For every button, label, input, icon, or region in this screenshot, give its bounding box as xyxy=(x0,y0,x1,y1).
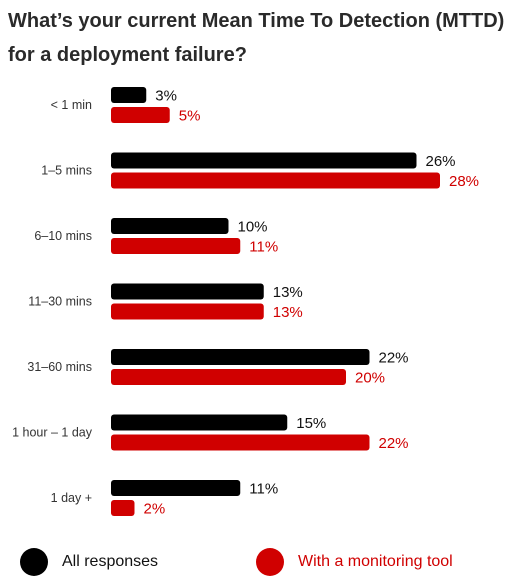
legend-item-all-responses: All responses xyxy=(20,545,158,579)
category-label-1-min: < 1 min xyxy=(51,98,92,112)
value-label-all-responses-1-day: 11% xyxy=(249,481,278,498)
value-label-all-responses-1-hour-1-day: 15% xyxy=(296,415,326,432)
legend-label-all-responses: All responses xyxy=(62,553,159,570)
bar-with-a-monitoring-tool-31-60-mins xyxy=(111,369,346,385)
bar-all-responses-1-5-mins xyxy=(111,152,417,169)
bar-all-responses-1-hour-1-day xyxy=(111,414,288,431)
bar-all-responses-1-min xyxy=(111,87,147,103)
bar-with-a-monitoring-tool-1-day xyxy=(111,500,135,516)
bar-all-responses-11-30-mins xyxy=(111,283,264,300)
category-label-11-30-mins: 11–30 mins xyxy=(28,295,92,309)
value-label-all-responses-6-10-mins: 10% xyxy=(238,219,268,236)
category-label-31-60-mins: 31–60 mins xyxy=(27,360,92,374)
category-label-6-10-mins: 6–10 mins xyxy=(34,229,92,243)
bar-with-a-monitoring-tool-11-30-mins xyxy=(111,303,264,320)
value-label-all-responses-1-5-mins: 26% xyxy=(426,153,456,170)
category-label-1-hour-1-day: 1 hour – 1 day xyxy=(12,426,93,440)
value-label-all-responses-11-30-mins: 13% xyxy=(273,284,303,301)
chart-title: What’s your current Mean Time To Detecti… xyxy=(8,10,505,66)
value-label-with-a-monitoring-tool-31-60-mins: 20% xyxy=(355,370,385,387)
value-label-with-a-monitoring-tool-6-10-mins: 11% xyxy=(249,239,278,256)
legend-swatch-with-monitoring-tool xyxy=(256,548,284,576)
bar-all-responses-31-60-mins xyxy=(111,349,370,365)
legend-swatch-all-responses xyxy=(20,548,48,576)
bar-with-a-monitoring-tool-1-5-mins xyxy=(111,172,440,189)
bar-with-a-monitoring-tool-1-min xyxy=(111,107,170,123)
bar-all-responses-6-10-mins xyxy=(111,218,229,234)
value-label-with-a-monitoring-tool-1-hour-1-day: 22% xyxy=(379,435,409,452)
value-label-with-a-monitoring-tool-1-day: 2% xyxy=(144,501,166,518)
category-label-1-day: 1 day + xyxy=(51,491,92,505)
bar-with-a-monitoring-tool-6-10-mins xyxy=(111,238,241,254)
value-label-with-a-monitoring-tool-11-30-mins: 13% xyxy=(273,304,303,321)
bar-all-responses-1-day xyxy=(111,480,241,496)
bar-chart: < 1 min 3%5% 1–5 mins 26% 28% 6–10 mins 10% 11%… xyxy=(12,87,479,518)
value-label-all-responses-31-60-mins: 22% xyxy=(379,350,409,367)
legend-item-with-monitoring-tool: With a monitoring tool xyxy=(256,545,453,579)
value-label-all-responses-1-min: 3% xyxy=(155,88,177,105)
value-label-with-a-monitoring-tool-1-5-mins: 28% xyxy=(449,173,479,190)
legend-label-with-monitoring-tool: With a monitoring tool xyxy=(298,553,453,570)
category-label-1-5-mins: 1–5 mins xyxy=(41,164,92,178)
value-label-with-a-monitoring-tool-1-min: 5% xyxy=(179,108,201,125)
bar-with-a-monitoring-tool-1-hour-1-day xyxy=(111,434,370,451)
chart-legend: All responses With a monitoring tool xyxy=(0,545,522,579)
